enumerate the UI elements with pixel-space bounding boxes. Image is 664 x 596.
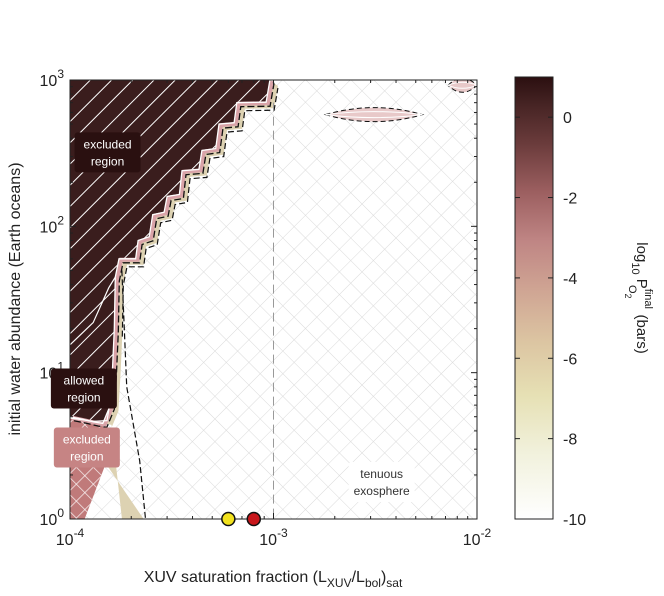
colorbar-tick-label: 0 — [563, 110, 572, 127]
annotation-box-2 — [53, 427, 120, 468]
annotation-text-2-1: region — [70, 450, 103, 464]
annotation-text-0-0: excluded — [84, 137, 132, 151]
colorbar: 0 -2 -4 -6 -8 -10 log10 PfinalO2(bars) — [514, 76, 654, 529]
annotation-text-1-0: allowed — [64, 373, 105, 387]
colorbar-tick-label: -4 — [563, 271, 577, 288]
colorbar-tick-label: -2 — [563, 191, 577, 208]
colorbar-tick-label: -6 — [563, 351, 577, 368]
y-tick-label: 102 — [40, 213, 65, 236]
colorbar-label: log10 PfinalO2(bars) — [623, 242, 654, 353]
annotation-text-0-1: region — [91, 154, 124, 168]
x-axis-label: XUV saturation fraction (LXUV/Lbol)sat — [144, 569, 403, 590]
excluded-region-high-hatch — [70, 80, 477, 424]
annotation-box-3 — [348, 461, 415, 502]
star-marker-0 — [221, 511, 236, 527]
contour-islands — [323, 80, 477, 123]
contour-dashed-1 — [73, 80, 275, 429]
y-tick-label: 100 — [40, 506, 65, 529]
colorbar-tick-label: -10 — [563, 512, 586, 529]
annotation-text-3-1: exosphere — [354, 484, 410, 498]
y-tick-label: 103 — [40, 67, 65, 90]
allowed-region-lower-contour — [70, 399, 112, 422]
annotation-text-1-1: region — [67, 390, 100, 404]
annotation-box-0 — [74, 132, 141, 173]
region-annotations: excluded region allowed region excluded regio… — [50, 132, 415, 502]
y-axis-label: initial water abundance (Earth oceans) — [7, 162, 24, 435]
contour-island-inner-0 — [325, 111, 423, 119]
colorbar-tick-label: -8 — [563, 432, 577, 449]
contour-dashed-2 — [121, 87, 279, 519]
allowed-region-upper-contour — [70, 276, 116, 346]
contour-island-inner-1 — [446, 81, 477, 89]
x-tick-label: 10-4 — [56, 526, 85, 549]
star-markers — [221, 511, 262, 527]
annotation-box-1 — [50, 368, 117, 409]
annotation-text-2-0: excluded — [63, 433, 111, 447]
x-tick-label: 10-2 — [463, 526, 492, 549]
colorbar-gradient — [514, 76, 554, 520]
star-marker-1 — [246, 511, 262, 527]
annotation-text-3-0: tenuous — [360, 467, 403, 481]
x-tick-label: 10-3 — [259, 526, 288, 549]
colorbar-ticks: 0 -2 -4 -6 -8 -10 — [515, 110, 586, 529]
